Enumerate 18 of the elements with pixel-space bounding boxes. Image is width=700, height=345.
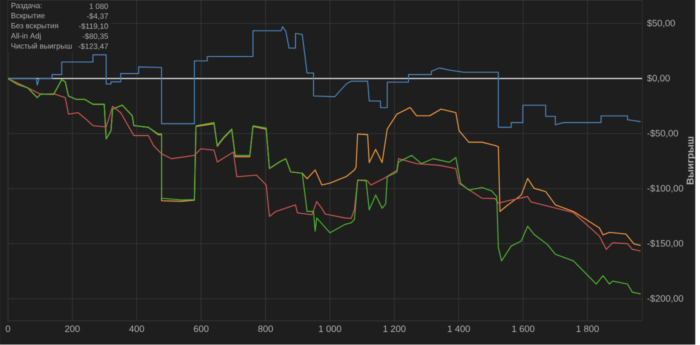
x-tick-label: 1 400 — [448, 326, 470, 332]
y-tick-label: -$100,00 — [647, 184, 684, 193]
y-tick-label: $0,00 — [647, 74, 670, 83]
x-tick-label: 200 — [65, 326, 80, 332]
x-tick-label: 1 200 — [383, 326, 406, 332]
x-tick-label: 1 000 — [319, 326, 342, 332]
y-axis-title: Выигрыш — [686, 137, 696, 184]
x-tick-label: 400 — [129, 326, 144, 332]
x-tick-label: 1 800 — [576, 326, 599, 332]
x-tick-label: 1 600 — [512, 326, 534, 332]
y-tick-label: -$150,00 — [647, 240, 684, 248]
x-tick-label: 0 — [6, 326, 10, 332]
x-tick-label: 600 — [194, 326, 209, 332]
line-series — [8, 78, 642, 295]
x-tick-label: 800 — [258, 326, 273, 332]
y-tick-label: -$200,00 — [647, 294, 684, 303]
y-tick-label: $50,00 — [647, 20, 675, 28]
y-tick-label: -$50,00 — [647, 130, 678, 138]
